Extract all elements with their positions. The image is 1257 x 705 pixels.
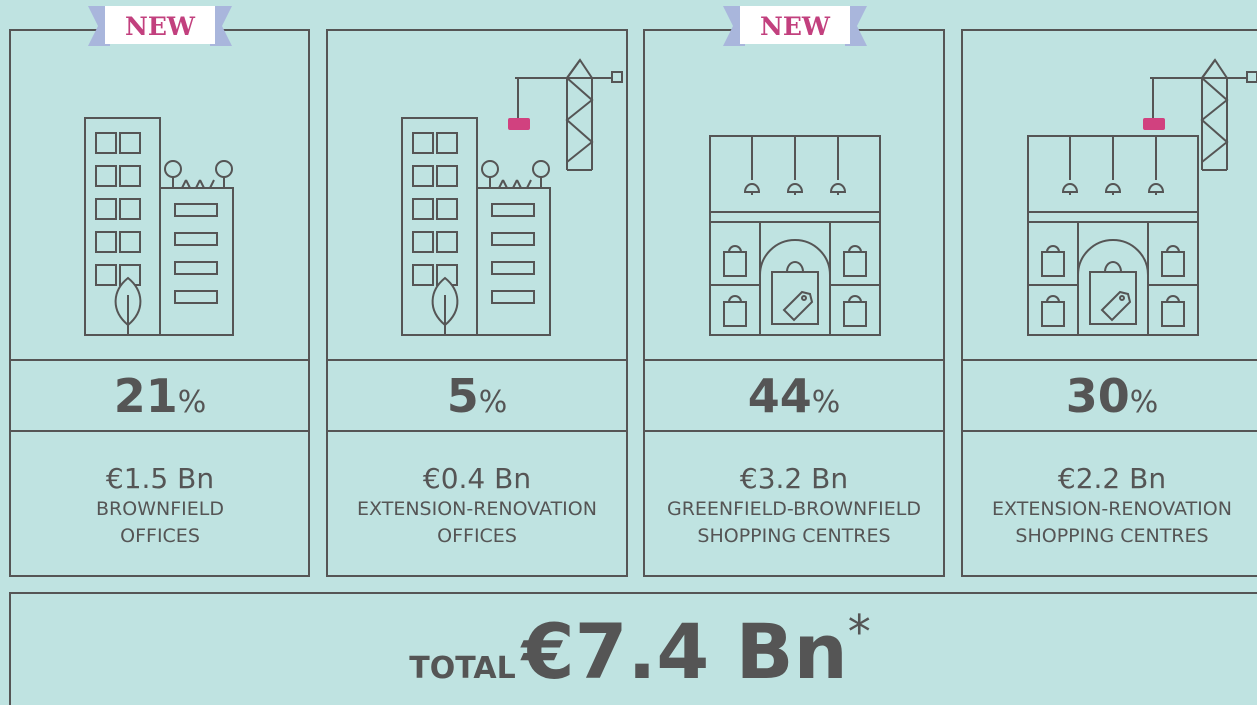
office-icon — [84, 117, 234, 336]
percent: 5% — [447, 369, 508, 423]
amount: €1.5 Bn — [106, 462, 214, 495]
crane-icon — [507, 59, 623, 171]
amount: €0.4 Bn — [423, 462, 531, 495]
shop-icon — [709, 135, 881, 336]
label-line: SHOPPING CENTRES — [697, 525, 890, 547]
percent: 21% — [114, 369, 207, 423]
office-icon — [401, 117, 551, 336]
amount: €2.2 Bn — [1058, 462, 1166, 495]
percent-value: 21 — [114, 369, 178, 423]
percent-value: 30 — [1066, 369, 1130, 423]
percent-unit: % — [479, 385, 508, 420]
shop-icon — [1027, 135, 1199, 336]
percent-value: 5 — [447, 369, 479, 423]
percent-unit: % — [178, 385, 207, 420]
total: TOTAL€7.4 Bn* — [409, 605, 870, 696]
total-label: TOTAL — [409, 651, 515, 686]
percent: 44% — [748, 369, 841, 423]
percent-unit: % — [812, 385, 841, 420]
label-line: EXTENSION-RENOVATION — [992, 498, 1232, 520]
badge-text: NEW — [125, 12, 196, 41]
label-line: OFFICES — [120, 525, 200, 547]
label-line: EXTENSION-RENOVATION — [357, 498, 597, 520]
label-line: BROWNFIELD — [96, 498, 224, 520]
label-line: GREENFIELD-BROWNFIELD — [667, 498, 921, 520]
crane-icon — [1142, 59, 1257, 171]
percent: 30% — [1066, 369, 1159, 423]
badge-text: NEW — [760, 12, 831, 41]
percent-value: 44 — [748, 369, 812, 423]
label-line: OFFICES — [437, 525, 517, 547]
amount: €3.2 Bn — [740, 462, 848, 495]
card-frames — [9, 29, 1257, 705]
percent-unit: % — [1130, 385, 1159, 420]
total-amount: €7.4 Bn — [520, 607, 848, 696]
footnote-mark: * — [848, 605, 871, 659]
label-line: SHOPPING CENTRES — [1015, 525, 1208, 547]
